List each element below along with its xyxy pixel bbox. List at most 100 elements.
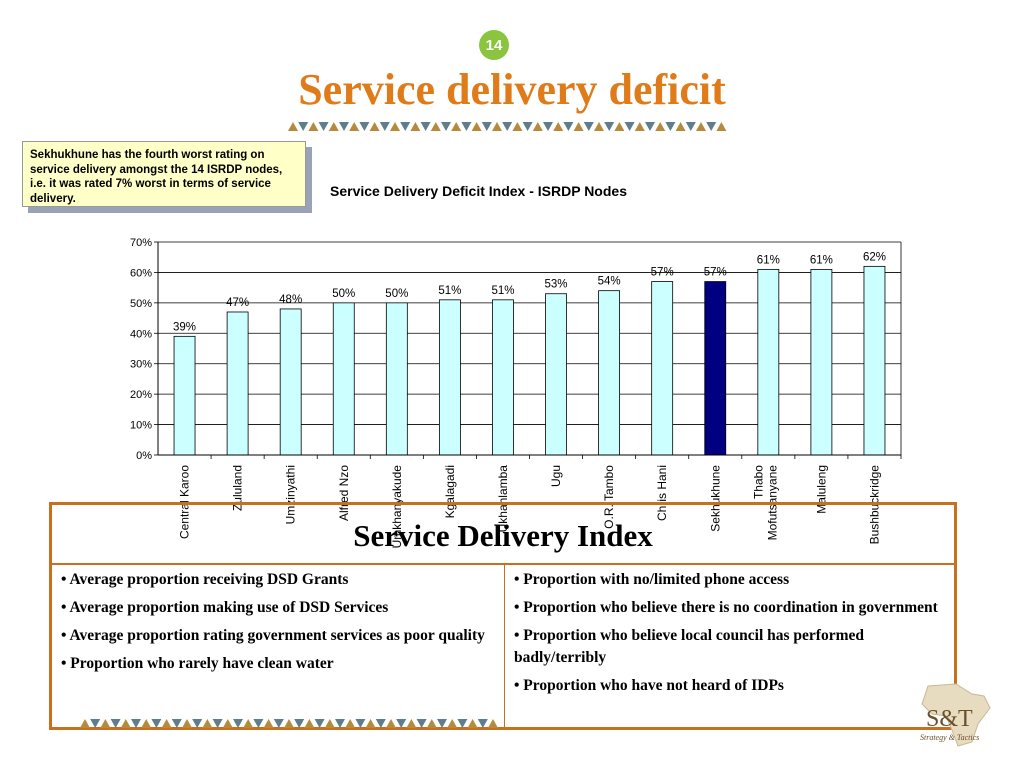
decor-triangle	[324, 719, 335, 728]
bar	[438, 299, 461, 456]
decor-triangle	[365, 719, 376, 728]
decor-triangle	[355, 719, 366, 728]
decor-triangle	[706, 122, 717, 131]
data-label: 47%	[226, 297, 249, 309]
decor-triangle	[288, 122, 298, 131]
decor-triangle	[532, 122, 543, 131]
decor-triangle	[447, 719, 458, 728]
bar	[863, 265, 886, 456]
decor-triangle	[457, 719, 468, 728]
decor-triangle	[665, 122, 676, 131]
x-tick-label: Umzinyathi	[284, 465, 298, 524]
decor-triangle	[553, 122, 564, 131]
data-label: 39%	[173, 321, 196, 333]
data-label: 61%	[757, 254, 780, 266]
y-tick-label: 70%	[130, 237, 152, 249]
decor-triangle	[655, 122, 666, 131]
decor-triangle	[192, 719, 203, 728]
decor-triangle	[318, 122, 329, 131]
decor-triangle	[284, 719, 294, 728]
decor-triangle	[488, 719, 498, 728]
indicator-item: • Average proportion receiving DSD Grant…	[61, 571, 349, 588]
decor-triangle	[100, 719, 111, 728]
x-tick-label: Maluleng	[814, 465, 828, 514]
decor-triangle	[563, 122, 574, 131]
bar	[279, 308, 302, 456]
bar	[545, 293, 567, 456]
decor-triangle	[430, 122, 441, 131]
x-tick-label: Central Karoo	[178, 465, 192, 539]
decor-triangle	[171, 719, 182, 728]
decorative-triangle-divider-bottom	[80, 719, 498, 728]
data-label: 50%	[332, 288, 355, 300]
decor-triangle	[441, 122, 451, 131]
decor-triangle	[161, 719, 172, 728]
y-tick-label: 30%	[130, 359, 152, 371]
decor-triangle	[386, 719, 396, 728]
decor-triangle	[339, 122, 349, 131]
bar-highlight	[704, 281, 727, 456]
decor-triangle	[477, 719, 488, 728]
decor-triangle	[594, 122, 604, 131]
decor-triangle	[437, 719, 447, 728]
right-indicator-list: • Proportion with no/limited phone acces…	[514, 565, 946, 703]
bar	[332, 302, 355, 456]
indicator-item: • Proportion who have not heard of IDPs	[514, 677, 784, 694]
service-delivery-index-table: Service Delivery Index • Average proport…	[49, 502, 957, 730]
decor-triangle	[543, 122, 553, 131]
index-table-heading: Service Delivery Index	[52, 505, 954, 565]
decor-triangle	[716, 122, 727, 131]
data-label: 57%	[651, 267, 674, 279]
x-tick-label: O.R. Tambo	[602, 465, 616, 529]
bar	[226, 311, 249, 456]
chart-title: Service Delivery Deficit Index - ISRDP N…	[330, 183, 627, 199]
data-label: 48%	[279, 294, 302, 306]
decor-triangle	[685, 122, 696, 131]
column-divider	[504, 565, 505, 727]
decor-triangle	[634, 122, 645, 131]
decor-triangle	[645, 122, 655, 131]
decor-triangle	[349, 122, 360, 131]
decor-triangle	[273, 719, 284, 728]
decor-triangle	[410, 122, 421, 131]
decor-triangle	[369, 122, 380, 131]
decor-triangle	[461, 122, 472, 131]
decor-triangle	[481, 122, 492, 131]
decor-triangle	[467, 719, 478, 728]
data-label: 57%	[704, 267, 727, 279]
decor-triangle	[298, 122, 309, 131]
decor-triangle	[614, 122, 625, 131]
y-tick-label: 20%	[130, 389, 152, 401]
decor-triangle	[182, 719, 192, 728]
decor-triangle	[335, 719, 345, 728]
x-tick-label: Thabo	[751, 465, 765, 499]
decor-triangle	[492, 122, 502, 131]
x-tick-label: Zululand	[231, 465, 245, 511]
decor-triangle	[131, 719, 141, 728]
decor-triangle	[604, 122, 615, 131]
bar	[757, 268, 780, 456]
y-tick-label: 60%	[130, 267, 152, 279]
logo-tagline: Strategy & Tactics	[920, 733, 979, 742]
y-tick-label: 10%	[130, 420, 152, 432]
decor-triangle	[512, 122, 523, 131]
decor-triangle	[294, 719, 305, 728]
decor-triangle	[90, 719, 101, 728]
slide-number-badge: 14	[479, 30, 509, 60]
decor-triangle	[420, 122, 431, 131]
decor-triangle	[624, 122, 635, 131]
data-label: 62%	[863, 251, 886, 263]
bar	[651, 281, 674, 456]
decor-triangle	[416, 719, 427, 728]
decor-triangle	[522, 122, 533, 131]
decor-triangle	[243, 719, 254, 728]
y-tick-label: 50%	[130, 298, 152, 310]
decor-triangle	[328, 122, 339, 131]
decor-triangle	[120, 719, 131, 728]
decor-triangle	[471, 122, 482, 131]
decorative-triangle-divider	[288, 122, 727, 131]
x-tick-label: Alfred Nzo	[337, 465, 351, 521]
data-label: 54%	[598, 276, 621, 288]
bar	[492, 299, 514, 456]
company-logo: S&T Strategy & Tactics	[920, 683, 991, 747]
